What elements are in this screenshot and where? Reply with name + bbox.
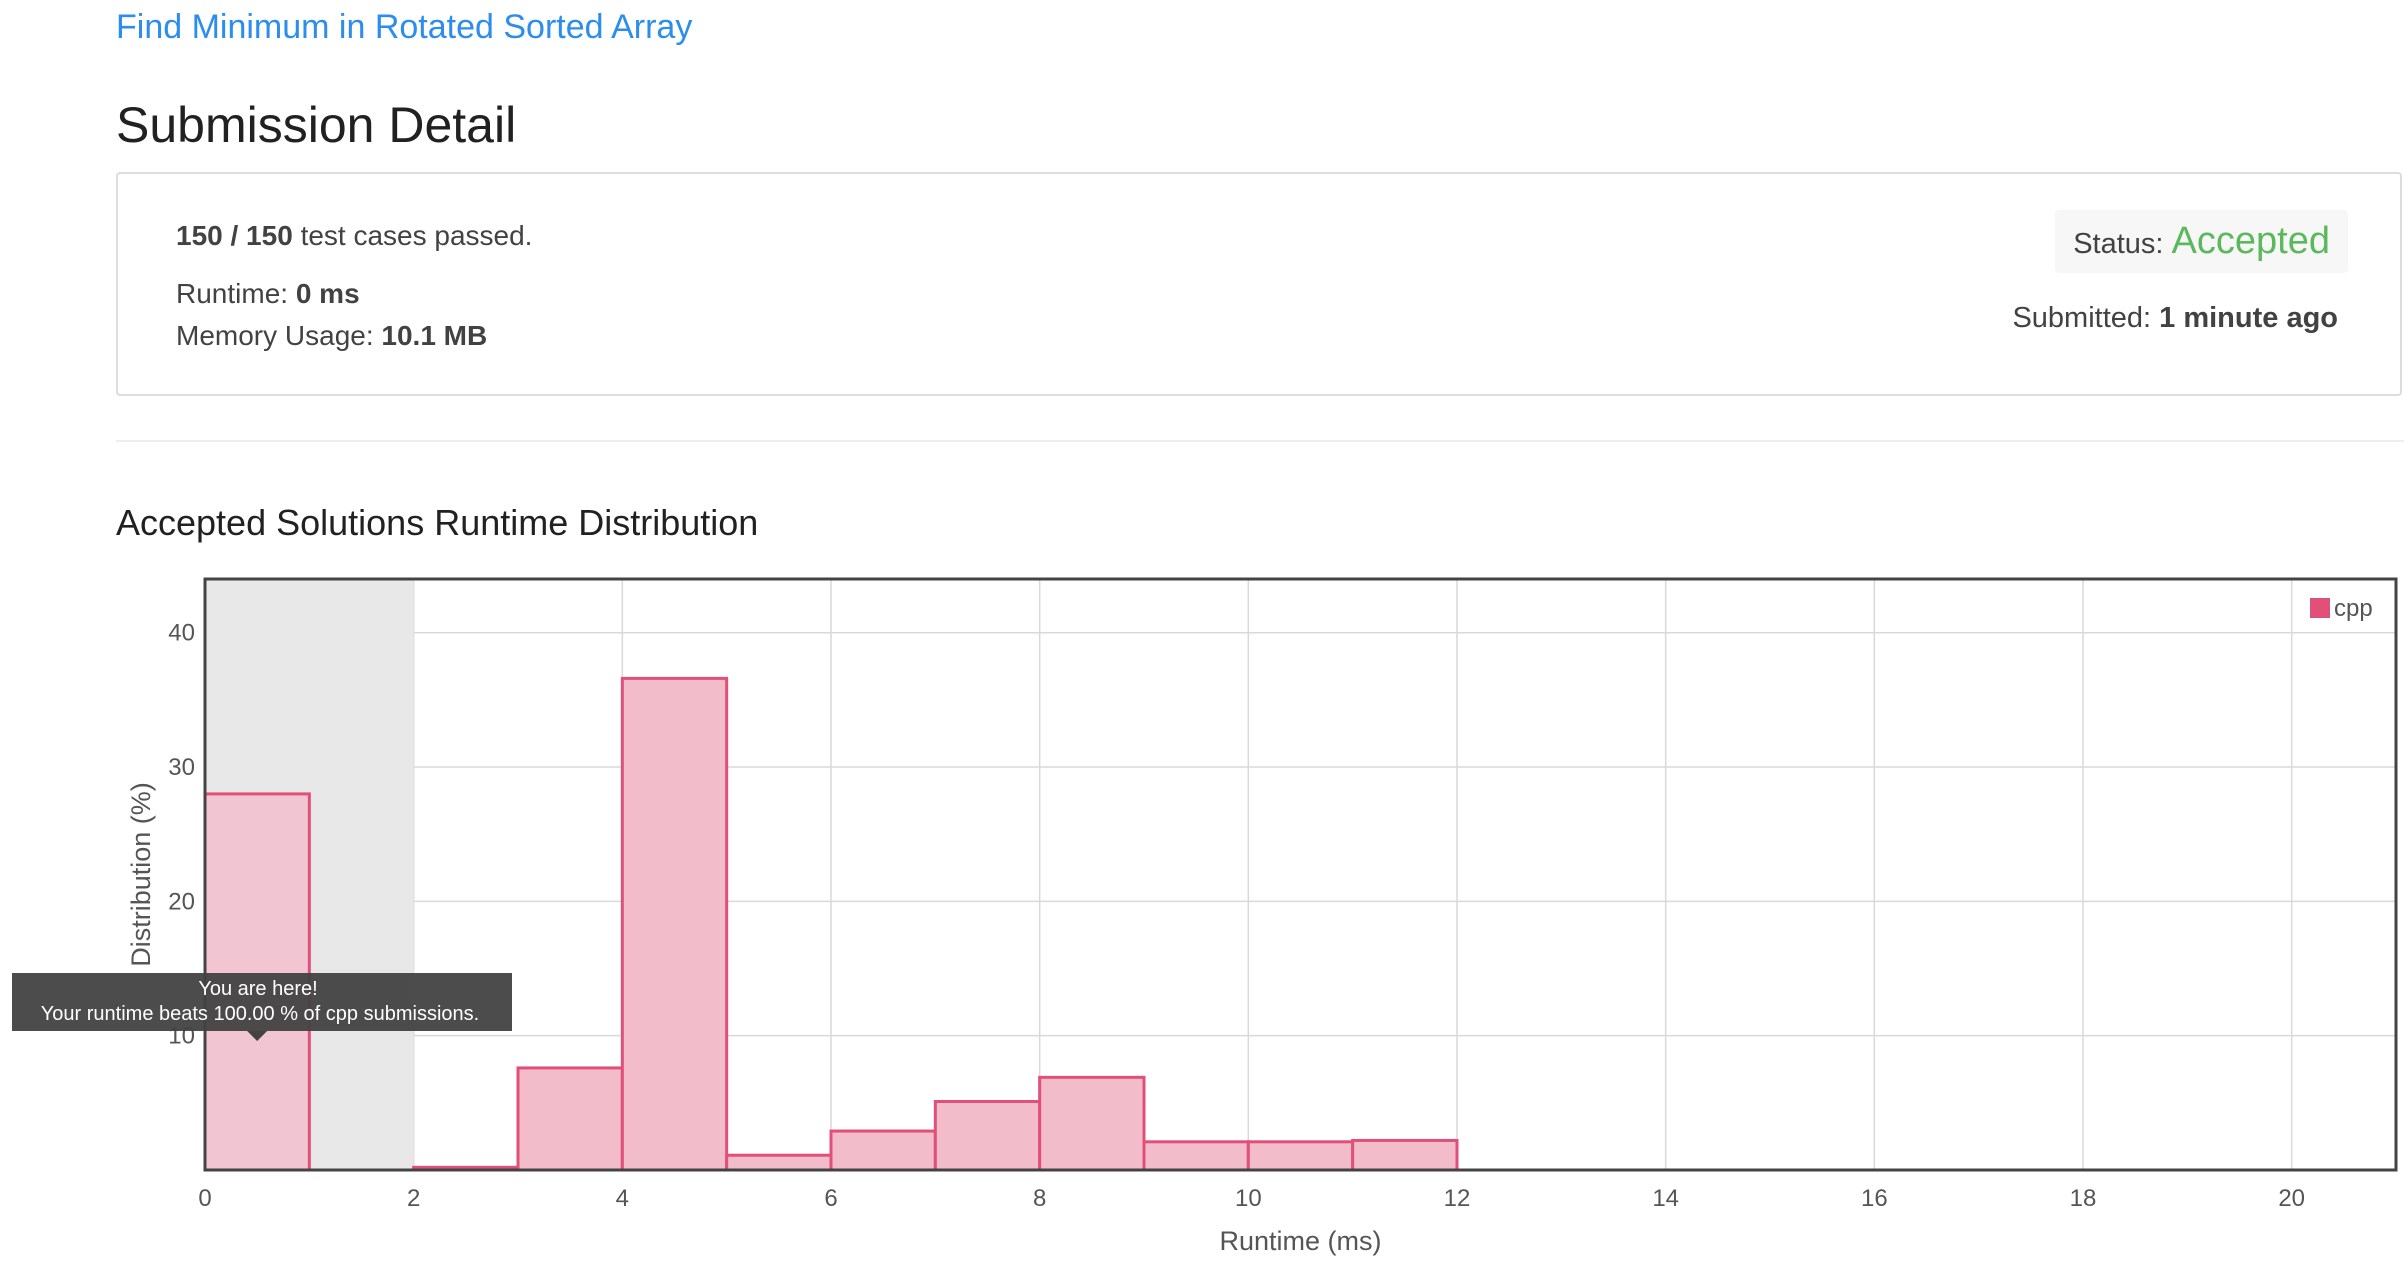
x-tick-label: 20: [2278, 1185, 2305, 1212]
submitted-line: Submitted: 1 minute ago: [2012, 302, 2338, 335]
y-tick-label: 20: [168, 888, 195, 915]
histogram-bar[interactable]: [516, 1066, 624, 1172]
histogram-bar[interactable]: [620, 676, 729, 1172]
histogram-bar[interactable]: [1038, 1075, 1146, 1172]
status-badge: Status: Accepted: [2055, 210, 2348, 273]
y-axis-label: Distribution (%): [126, 782, 156, 967]
x-tick-label: 6: [824, 1185, 837, 1212]
memory-value: 10.1 MB: [381, 320, 488, 351]
histogram-bar[interactable]: [1246, 1140, 1355, 1172]
runtime-tooltip: You are here! Your runtime beats 100.00 …: [12, 973, 512, 1041]
tooltip-message: Your runtime beats 100.00 % of cpp submi…: [41, 1003, 479, 1025]
plot-frame: [203, 577, 2398, 1172]
x-tick-label: 8: [1033, 1185, 1046, 1212]
y-tick-label: 30: [168, 754, 195, 781]
x-tick-label: 4: [616, 1185, 629, 1212]
status-value: Accepted: [2171, 220, 2330, 262]
runtime-label: Runtime:: [176, 278, 289, 309]
problem-title-link[interactable]: Find Minimum in Rotated Sorted Array: [116, 8, 693, 46]
x-tick-label: 2: [407, 1185, 420, 1212]
histogram-bar[interactable]: [829, 1129, 937, 1172]
legend-label-cpp: cpp: [2334, 595, 2373, 622]
x-tick-label: 16: [1861, 1185, 1888, 1212]
section-divider: [116, 440, 2404, 442]
submission-detail-panel: 150 / 150 test cases passed. Runtime: 0 …: [116, 172, 2402, 396]
submitted-value: 1 minute ago: [2159, 302, 2338, 334]
histogram-bar[interactable]: [933, 1099, 1042, 1172]
page-title: Submission Detail: [116, 97, 517, 153]
tooltip-arrow: [247, 1031, 268, 1041]
x-tick-label: 10: [1235, 1185, 1262, 1212]
x-tick-label: 14: [1652, 1185, 1679, 1212]
x-tick-label: 0: [198, 1185, 211, 1212]
histogram-bar[interactable]: [725, 1153, 833, 1172]
tooltip-title: You are here!: [198, 978, 317, 1000]
x-tick-label: 12: [1444, 1185, 1471, 1212]
test-cases-count: 150 / 150: [176, 220, 293, 251]
x-axis-label: Runtime (ms): [1219, 1226, 1381, 1256]
section-title: Accepted Solutions Runtime Distribution: [116, 502, 759, 543]
status-label: Status:: [2073, 228, 2164, 260]
runtime-value: 0 ms: [295, 278, 360, 309]
y-tick-label: 40: [168, 620, 195, 647]
memory-line: Memory Usage: 10.1 MB: [176, 320, 487, 352]
tooltip-background: [12, 973, 512, 1031]
legend-swatch-cpp: [2310, 598, 2330, 618]
chart-grid: [204, 579, 2396, 1170]
test-cases-summary: 150 / 150 test cases passed.: [176, 220, 532, 252]
histogram-bar[interactable]: [1351, 1138, 1459, 1172]
test-cases-label: test cases passed.: [300, 220, 533, 251]
chart-legend[interactable]: cpp: [2310, 595, 2373, 622]
histogram-bar[interactable]: [1142, 1140, 1250, 1172]
x-tick-label: 18: [2070, 1185, 2097, 1212]
memory-label: Memory Usage:: [176, 320, 374, 351]
runtime-line: Runtime: 0 ms: [176, 278, 360, 310]
submitted-label: Submitted:: [2012, 302, 2152, 334]
